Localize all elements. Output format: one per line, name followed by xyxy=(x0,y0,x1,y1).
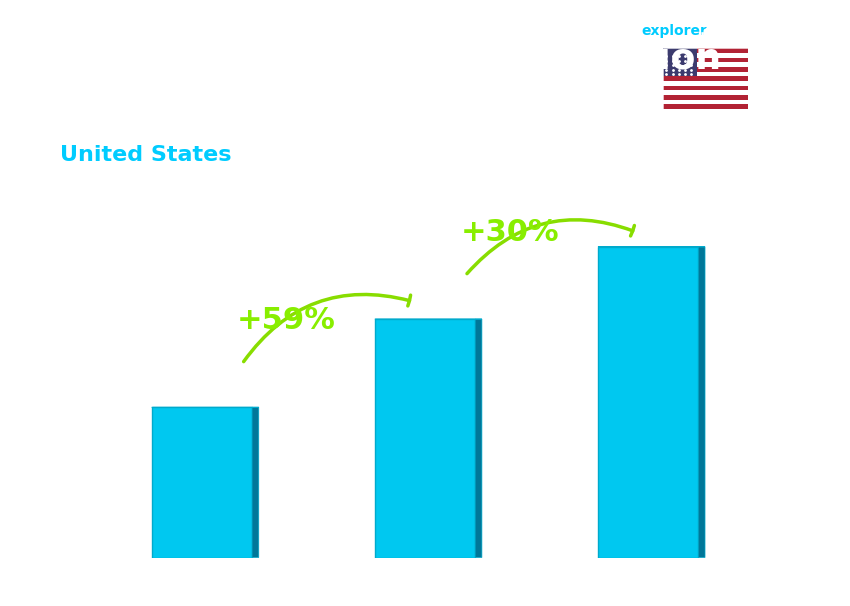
Text: Salary Comparison By Education: Salary Comparison By Education xyxy=(60,42,721,76)
Bar xyxy=(663,48,697,76)
Text: .com: .com xyxy=(700,24,737,38)
Text: 104,000 USD: 104,000 USD xyxy=(153,378,283,396)
Bar xyxy=(663,104,748,109)
Bar xyxy=(663,90,748,95)
Polygon shape xyxy=(475,319,482,558)
Text: Data Scientist: Data Scientist xyxy=(60,103,216,123)
Bar xyxy=(663,81,748,86)
Text: +30%: +30% xyxy=(461,218,559,247)
Bar xyxy=(663,53,748,58)
Text: 215,000 USD: 215,000 USD xyxy=(599,218,729,235)
Bar xyxy=(663,72,748,76)
Bar xyxy=(663,67,748,72)
Bar xyxy=(663,86,748,90)
Polygon shape xyxy=(252,407,258,558)
Text: United States: United States xyxy=(60,145,231,165)
Bar xyxy=(663,100,748,104)
Polygon shape xyxy=(699,247,705,558)
Text: Average Yearly Salary: Average Yearly Salary xyxy=(809,235,823,371)
Text: +59%: +59% xyxy=(237,306,336,335)
Bar xyxy=(663,76,748,81)
Bar xyxy=(663,62,748,67)
Bar xyxy=(375,319,475,558)
Text: explorer: explorer xyxy=(642,24,707,38)
Text: 165,000 USD: 165,000 USD xyxy=(376,290,507,307)
Bar xyxy=(598,247,699,558)
Bar xyxy=(663,48,748,53)
Bar xyxy=(663,58,748,62)
Text: salary: salary xyxy=(578,24,626,38)
Bar xyxy=(151,407,252,558)
Bar xyxy=(663,95,748,100)
